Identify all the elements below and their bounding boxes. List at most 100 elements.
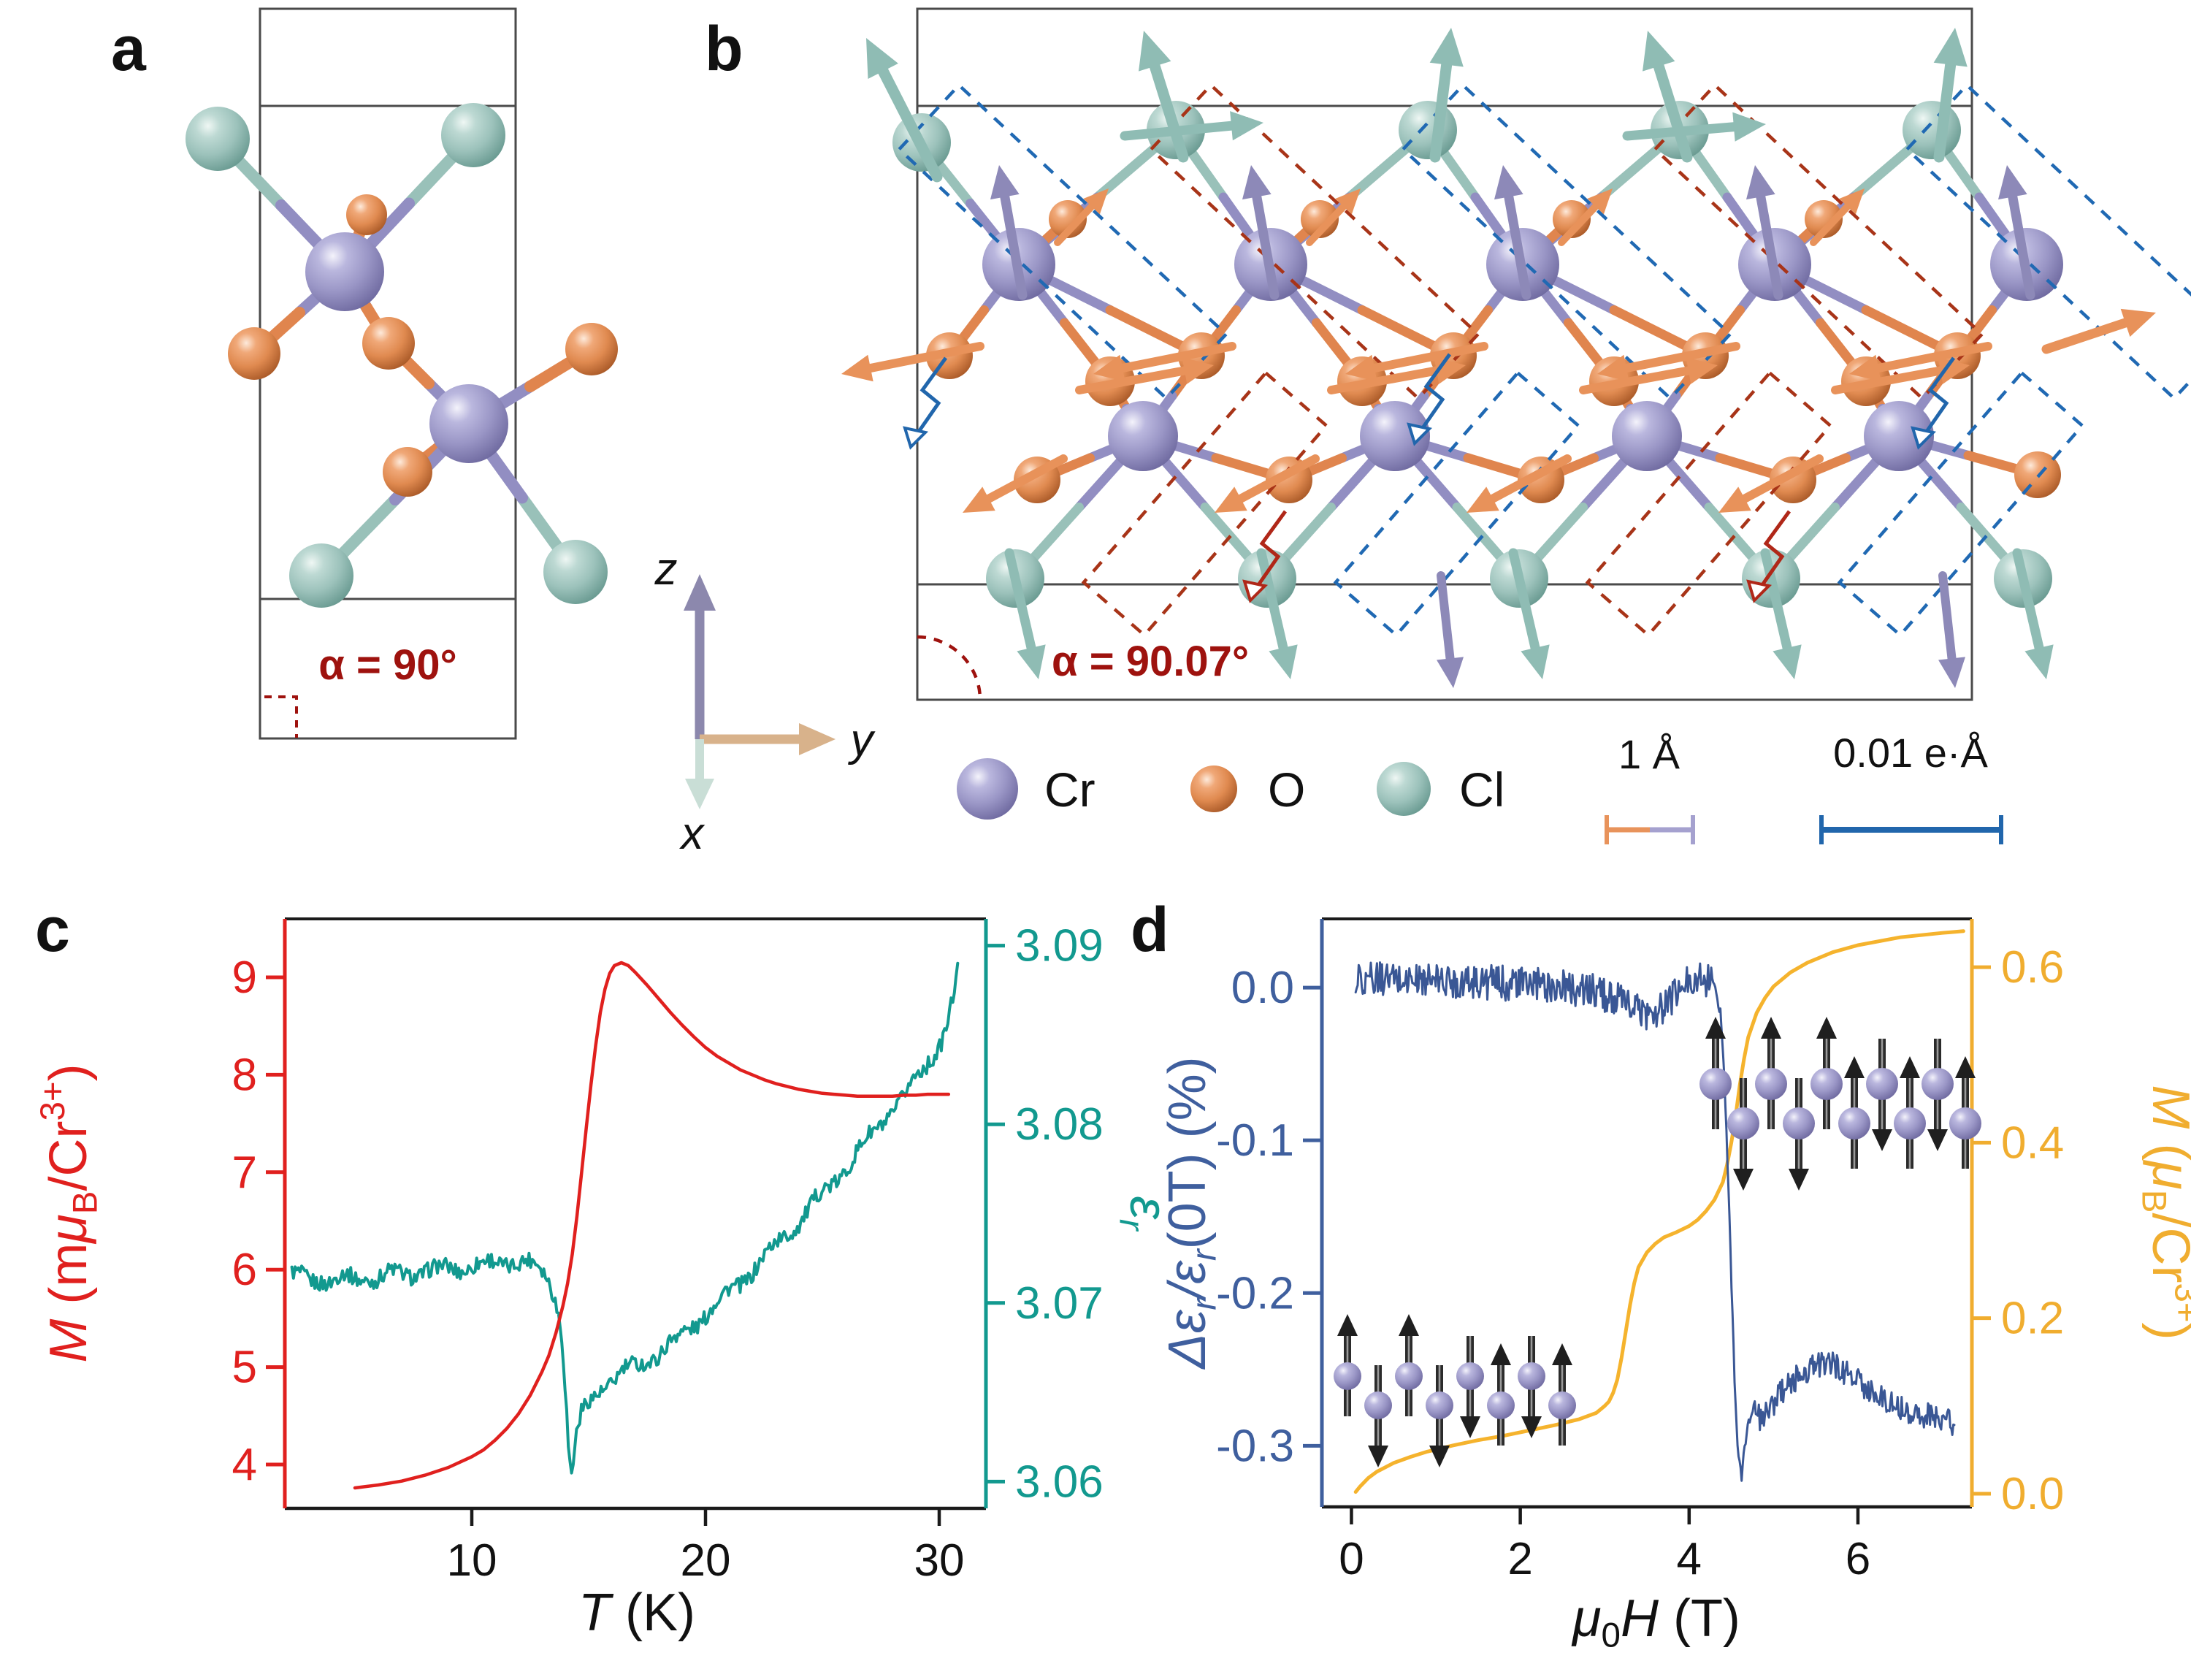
o-displacement-arrow-icon xyxy=(1874,342,1992,373)
atom-cl xyxy=(1399,101,1457,159)
spin-up-arrowhead-icon xyxy=(1705,1017,1726,1039)
left-tick-label: 7 xyxy=(232,1148,257,1198)
dashed-cell-red xyxy=(1081,370,1329,638)
chart-dielectric-magnetization-vs-H: 0 2 4 6 0.0 -0.1 -0.2 -0.3 0.0 0.2 0.4 0.6 Δεr/εr(0T… xyxy=(1158,917,2191,1654)
atom-o xyxy=(362,317,415,370)
o-displacement-arrow-icon xyxy=(1831,366,1945,394)
zigzag-arrow-red-icon xyxy=(1756,510,1792,592)
o-displacement-arrow-icon xyxy=(1306,202,1347,246)
arrowhead-icon xyxy=(1686,357,1718,384)
arrowhead-icon xyxy=(841,354,873,382)
right-angle-marker-icon xyxy=(264,695,298,738)
arrowhead-icon xyxy=(1745,165,1775,200)
scalebar-polarization: 0.01 e·Å xyxy=(1819,730,2003,844)
scalebar-1-angstrom: 1 Å xyxy=(1605,731,1695,844)
x-tick-label: 4 xyxy=(1677,1534,1702,1584)
atom-o xyxy=(1301,200,1339,238)
z-axis-label: z xyxy=(654,544,678,595)
arrowhead-icon xyxy=(1467,486,1499,513)
atom-cr xyxy=(1949,1107,1981,1139)
o-displacement-arrow-icon xyxy=(1118,342,1236,373)
spin-up-arrowhead-icon xyxy=(1491,1343,1511,1365)
x-tick-label: 20 xyxy=(681,1535,731,1586)
o-displacement-arrow-icon xyxy=(984,454,1068,503)
panel-label-c: c xyxy=(35,895,70,965)
spin-down-arrowhead-icon xyxy=(1460,1416,1480,1438)
spin-up-arrowhead-icon xyxy=(1399,1314,1419,1336)
left-tick-label: 9 xyxy=(232,952,257,1003)
arrowhead-icon xyxy=(1773,644,1802,679)
o-displacement-arrow-icon xyxy=(1327,366,1441,394)
o-displacement-arrow-icon xyxy=(1579,366,1693,394)
atom-cl xyxy=(289,543,353,608)
left-tick-label: -0.2 xyxy=(1216,1268,1294,1318)
cl-displacement-arrow-icon xyxy=(1429,59,1453,163)
left-axis-title: Δεr/εr(0T) (%) xyxy=(1158,1056,1223,1370)
panel-a: α = 90° xyxy=(186,7,618,740)
arrowhead-icon xyxy=(963,486,995,513)
alpha-label-a: α = 90° xyxy=(318,641,456,689)
series-M_vs_H xyxy=(1353,929,1965,1494)
angle-arc-marker-icon xyxy=(917,635,982,700)
panel-label-a: a xyxy=(111,14,147,84)
right-tick-label: 0.2 xyxy=(2001,1294,2064,1344)
spin-down-arrowhead-icon xyxy=(1521,1416,1542,1438)
cl-displacement-arrow-icon xyxy=(1653,61,1693,163)
y-axis-arrowhead-icon xyxy=(799,723,836,755)
atom-cr xyxy=(1838,1107,1870,1139)
o-displacement-arrow-icon xyxy=(1054,202,1096,246)
spin-inset-low-field-afm xyxy=(1334,1314,1576,1467)
o-displacement-arrow-icon xyxy=(1740,454,1824,503)
arrowhead-icon xyxy=(1938,657,1966,688)
x-tick-label: 30 xyxy=(914,1535,965,1586)
right-tick-label: 0.4 xyxy=(2001,1118,2064,1168)
zigzag-arrowhead-icon xyxy=(1242,579,1269,603)
cl-displacement-arrow-icon xyxy=(1508,548,1540,653)
z-axis-arrowhead-icon xyxy=(684,574,716,611)
arrowhead-icon xyxy=(2120,308,2156,337)
arrowhead-icon xyxy=(1839,188,1865,215)
arrowhead-icon xyxy=(1269,644,1298,679)
arrowhead-icon xyxy=(1083,188,1109,215)
spin-up-arrowhead-icon xyxy=(1816,1017,1837,1039)
arrowhead-icon xyxy=(1732,112,1766,142)
arrowhead-icon xyxy=(1494,165,1523,200)
cr-displacement-arrow-icon xyxy=(1938,571,1957,663)
arrowhead-icon xyxy=(1718,486,1751,513)
atom-cr xyxy=(1364,1391,1392,1419)
arrowhead-icon xyxy=(1933,28,1968,67)
spin-up-arrowhead-icon xyxy=(1955,1056,1976,1078)
o-displacement-arrow-icon xyxy=(1075,366,1189,394)
atom-cr xyxy=(1360,401,1430,471)
atom-o xyxy=(228,327,280,380)
cl-displacement-arrow-icon xyxy=(1120,121,1236,141)
atom-cr xyxy=(1699,1068,1732,1100)
atom-o xyxy=(1805,200,1843,238)
atom-cr xyxy=(1755,1068,1787,1100)
right-tick-label: 0.0 xyxy=(2001,1469,2064,1519)
legend-label-o: O xyxy=(1268,763,1305,817)
spin-inset-high-field-state xyxy=(1699,1017,1981,1191)
spin-down-arrowhead-icon xyxy=(1872,1129,1892,1151)
atom-cr xyxy=(1922,1068,1954,1100)
arrowhead-icon xyxy=(1345,354,1377,382)
atom-cr xyxy=(1612,401,1682,471)
arrowhead-icon xyxy=(1643,31,1675,72)
zigzag-arrowhead-icon xyxy=(1407,422,1433,446)
left-tick-label: 0.0 xyxy=(1231,963,1294,1013)
x-tick-label: 0 xyxy=(1339,1534,1364,1584)
x-tick-label: 10 xyxy=(447,1535,497,1586)
arrowhead-icon xyxy=(2024,644,2054,679)
right-tick-label: 3.07 xyxy=(1015,1278,1104,1329)
element-legend: Cr O Cl xyxy=(957,758,1504,820)
atom-cr xyxy=(1783,1107,1815,1139)
atom-o xyxy=(1553,200,1591,238)
arrowhead-icon xyxy=(1182,357,1214,384)
crystal-structure-a xyxy=(186,103,618,608)
atom-cl xyxy=(441,103,505,167)
scalebar-pol-label: 0.01 e·Å xyxy=(1833,730,1988,776)
spin-up-arrowhead-icon xyxy=(1552,1343,1572,1365)
arrowhead-icon xyxy=(1230,111,1263,141)
arrowhead-icon xyxy=(1437,657,1464,688)
atom-o xyxy=(383,447,432,497)
